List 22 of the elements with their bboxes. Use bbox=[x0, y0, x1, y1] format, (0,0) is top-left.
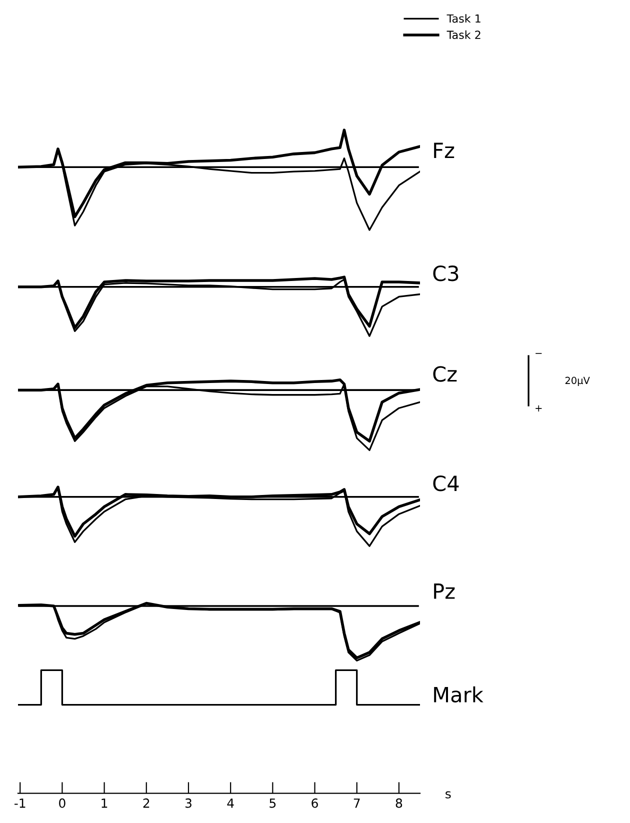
text: + bbox=[536, 405, 542, 412]
text: − bbox=[536, 353, 542, 354]
y-axis-title: Cz bbox=[433, 366, 457, 382]
legend-label: Task 2 bbox=[446, 30, 480, 40]
x-tick-label: 4 bbox=[227, 798, 234, 808]
y-axis-title: Mark bbox=[434, 686, 484, 703]
x-tick-label: 0 bbox=[59, 798, 66, 808]
x-tick-label: -1 bbox=[14, 798, 26, 808]
x-axis-title: s bbox=[446, 791, 451, 798]
x-tick-label: 1 bbox=[102, 798, 108, 808]
x-tick-label: 5 bbox=[270, 798, 276, 808]
x-tick-label: 3 bbox=[185, 798, 192, 808]
x-tick-label: 2 bbox=[143, 798, 150, 808]
y-axis-title: Pz bbox=[434, 584, 455, 599]
y-axis-title: Fz bbox=[434, 142, 454, 158]
x-tick-label: 7 bbox=[354, 798, 360, 808]
text: 20µV bbox=[565, 376, 590, 386]
x-tick-label: 8 bbox=[396, 798, 402, 808]
legend-label: Task 1 bbox=[446, 14, 480, 23]
y-axis-title: C3 bbox=[433, 265, 458, 282]
x-tick-label: 6 bbox=[312, 798, 318, 808]
y-axis-title: C4 bbox=[433, 475, 459, 492]
